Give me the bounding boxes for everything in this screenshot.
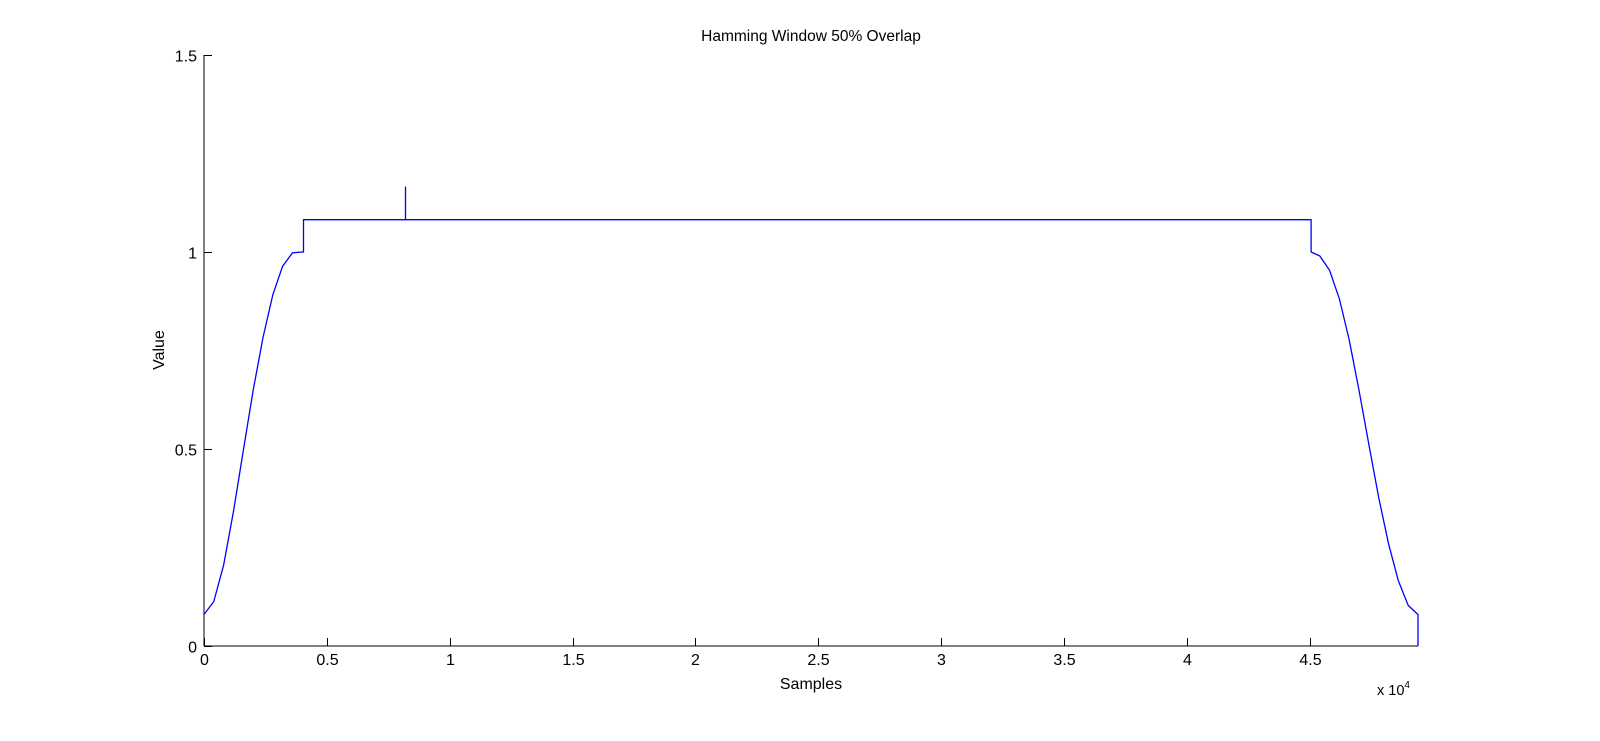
- x-axis-ticks: 0 0.5 1 1.5 2 2.5 3 3.5 4 4.5: [200, 638, 1322, 669]
- plot-series: [203, 186, 1419, 646]
- x-axis-exponent-power: 4: [1404, 680, 1410, 691]
- x-tick-label: 0.5: [316, 652, 338, 669]
- y-axis-ticks: 0 0.5 1 1.5: [175, 49, 212, 657]
- x-tick-label: 4.5: [1299, 652, 1321, 669]
- x-tick-label: 1.5: [562, 652, 584, 669]
- series-line: [203, 186, 1419, 646]
- x-axis-exponent: x 104: [1377, 680, 1410, 699]
- y-axis-label: Value: [151, 330, 168, 370]
- axes-frame: [203, 55, 1418, 647]
- x-axis-exponent-base: x 10: [1377, 683, 1404, 699]
- y-tick-label: 0.5: [175, 443, 197, 460]
- y-tick-label: 1: [188, 246, 197, 263]
- x-tick-label: 3.5: [1053, 652, 1075, 669]
- x-tick-label: 4: [1183, 652, 1192, 669]
- x-axis-label: Samples: [780, 676, 842, 693]
- x-tick-label: 2.5: [807, 652, 829, 669]
- y-tick-label: 0: [188, 640, 197, 657]
- y-tick-label: 1.5: [175, 49, 197, 66]
- x-tick-label: 2: [691, 652, 700, 669]
- chart-title: Hamming Window 50% Overlap: [701, 28, 921, 45]
- x-tick-label: 3: [937, 652, 946, 669]
- x-tick-label: 0: [200, 652, 209, 669]
- x-tick-label: 1: [446, 652, 455, 669]
